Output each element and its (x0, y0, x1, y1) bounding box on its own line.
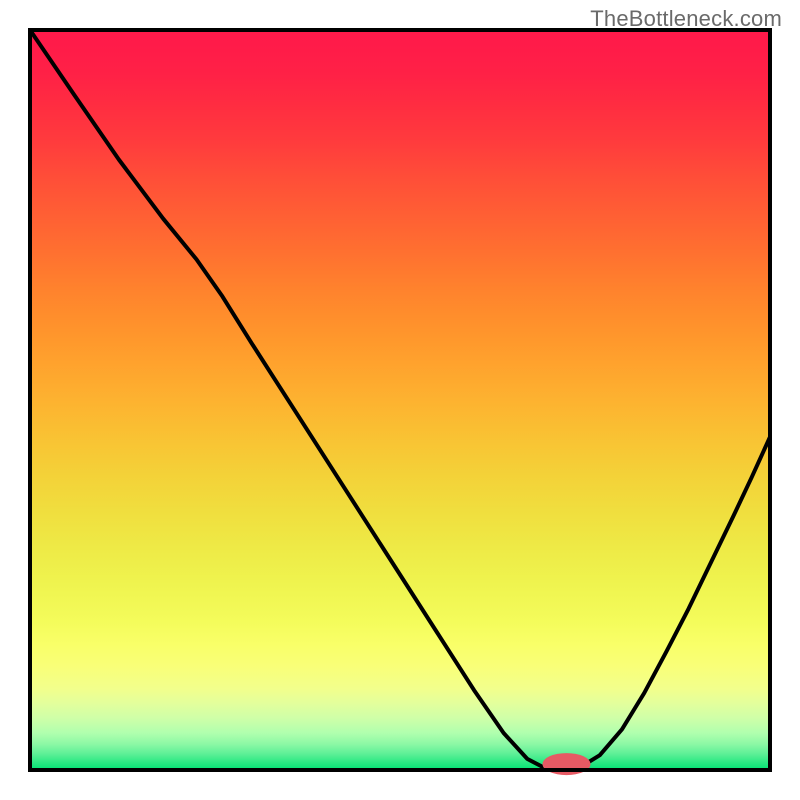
watermark-text: TheBottleneck.com (590, 6, 782, 32)
plot-background (30, 30, 770, 770)
chart-container: TheBottleneck.com (0, 0, 800, 800)
bottleneck-chart (0, 0, 800, 800)
